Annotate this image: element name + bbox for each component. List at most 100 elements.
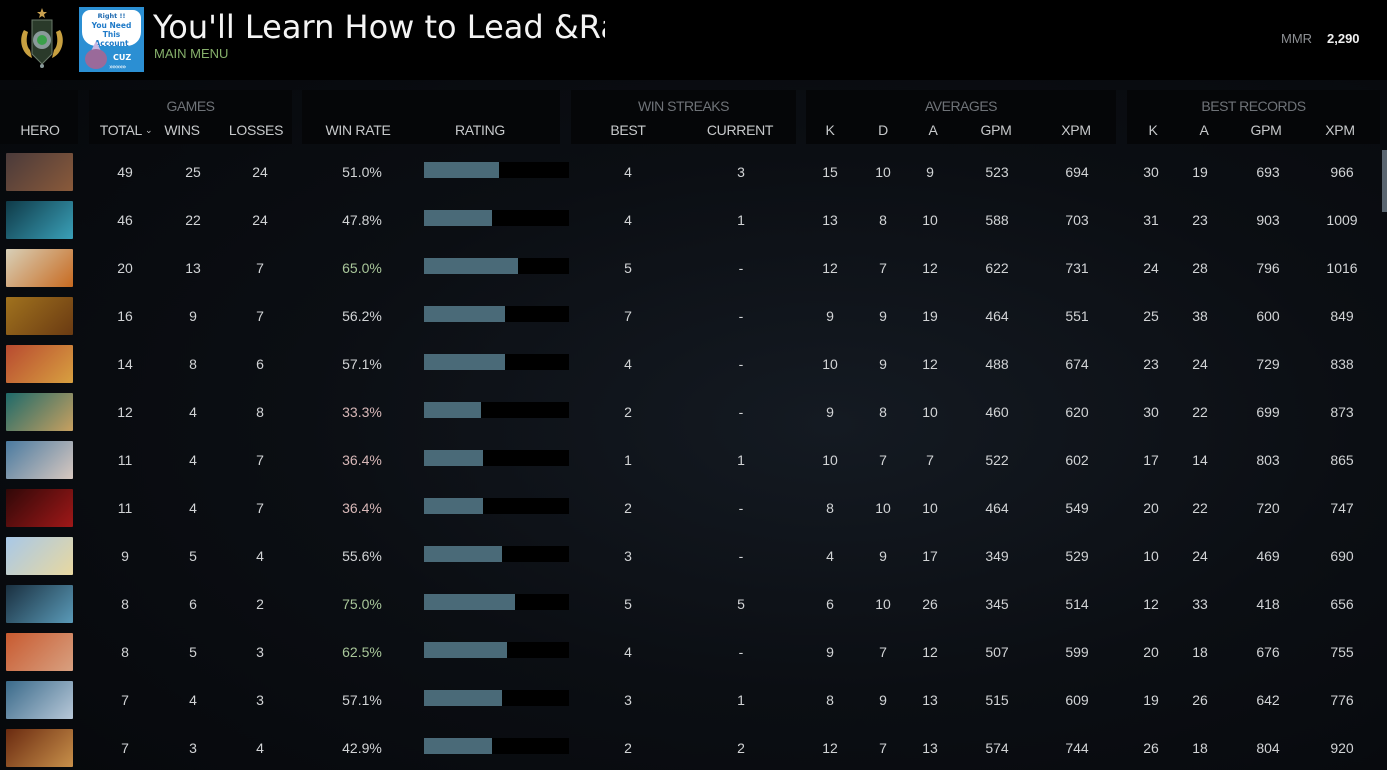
table-row[interactable]: 8 5 3 62.5% 4 - 9 7 12 507 599 20 18 676 755 — [0, 628, 1380, 676]
rating-bar-fill — [424, 498, 484, 514]
cell-best-xpm: 656 — [1330, 596, 1354, 612]
hero-portrait-bristleback[interactable] — [6, 729, 73, 767]
hero-portrait-keeper-of-the-light[interactable] — [6, 249, 73, 287]
cell-wins: 13 — [185, 260, 201, 276]
col-header-avg-a[interactable]: A — [928, 122, 938, 138]
cell-best-xpm: 838 — [1330, 356, 1354, 372]
table-row[interactable]: 11 4 7 36.4% 2 - 8 10 10 464 549 20 22 720 747 — [0, 484, 1380, 532]
cell-avg-k: 10 — [822, 356, 838, 372]
rating-bar-fill — [424, 162, 500, 178]
hero-portrait-legion-commander[interactable] — [6, 345, 73, 383]
cell-avg-a: 13 — [922, 692, 938, 708]
table-row[interactable]: 20 13 7 65.0% 5 - 12 7 12 622 731 24 28 796 1016 — [0, 244, 1380, 292]
cell-streak-current: - — [738, 404, 744, 420]
table-row[interactable]: 16 9 7 56.2% 7 - 9 9 19 464 551 25 38 600 849 — [0, 292, 1380, 340]
cell-avg-d: 9 — [879, 692, 887, 708]
col-header-hero[interactable]: HERO — [20, 122, 60, 138]
cell-avg-gpm: 574 — [985, 740, 1009, 756]
cell-best-a: 14 — [1192, 452, 1208, 468]
cell-losses: 7 — [256, 452, 264, 468]
rating-bar — [424, 258, 569, 274]
table-row[interactable]: 8 6 2 75.0% 5 5 6 10 26 345 514 12 33 418 656 — [0, 580, 1380, 628]
cell-streak-current: - — [738, 548, 744, 564]
col-header-streak-current[interactable]: CURRENT — [706, 122, 774, 138]
cell-avg-a: 12 — [922, 356, 938, 372]
col-header-streak-best[interactable]: BEST — [610, 122, 646, 138]
col-header-best-gpm[interactable]: GPM — [1250, 122, 1282, 138]
cell-streak-best: 4 — [624, 212, 632, 228]
scrollbar-thumb[interactable] — [1382, 150, 1387, 212]
table-row[interactable]: 9 5 4 55.6% 3 - 4 9 17 349 529 10 24 469 690 — [0, 532, 1380, 580]
rating-bar — [424, 210, 569, 226]
scrollbar-track[interactable] — [1380, 148, 1387, 770]
hero-portrait-sniper[interactable] — [6, 441, 73, 479]
cell-streak-best: 3 — [624, 548, 632, 564]
cell-streak-current: - — [738, 644, 744, 660]
col-header-wins[interactable]: WINS — [164, 122, 200, 138]
table-row[interactable]: 7 4 3 57.1% 3 1 8 9 13 515 609 19 26 642 776 — [0, 676, 1380, 724]
hero-portrait-ursa[interactable] — [6, 153, 73, 191]
mmr-label: MMR — [1281, 31, 1313, 46]
cell-streak-current: 1 — [737, 692, 745, 708]
avatar-arrows: »»»»» — [109, 63, 126, 71]
cell-best-gpm: 803 — [1256, 452, 1280, 468]
cell-avg-gpm: 622 — [985, 260, 1009, 276]
col-header-avg-xpm[interactable]: XPM — [1061, 122, 1091, 138]
cell-best-k: 19 — [1143, 692, 1159, 708]
col-header-avg-gpm[interactable]: GPM — [980, 122, 1012, 138]
cell-avg-xpm: 731 — [1065, 260, 1089, 276]
col-header-best-k[interactable]: K — [1148, 122, 1158, 138]
cell-streak-current: 2 — [737, 740, 745, 756]
cell-total: 14 — [117, 356, 133, 372]
col-header-avg-d[interactable]: D — [878, 122, 888, 138]
rating-bar-fill — [424, 450, 484, 466]
mmr-value: 2,290 — [1327, 31, 1360, 46]
cell-total: 12 — [117, 404, 133, 420]
col-header-avg-k[interactable]: K — [825, 122, 835, 138]
cell-streak-current: 5 — [737, 596, 745, 612]
table-row[interactable]: 14 8 6 57.1% 4 - 10 9 12 488 674 23 24 729 838 — [0, 340, 1380, 388]
table-row[interactable]: 49 25 24 51.0% 4 3 15 10 9 523 694 30 19 693 966 — [0, 148, 1380, 196]
main-menu-link[interactable]: MAIN MENU — [154, 46, 229, 61]
hero-portrait-crystal-maiden[interactable] — [6, 537, 73, 575]
cell-streak-current: - — [738, 500, 744, 516]
cell-best-a: 18 — [1192, 644, 1208, 660]
hero-portrait-shadow-fiend[interactable] — [6, 489, 73, 527]
cell-avg-k: 15 — [822, 164, 838, 180]
hero-portrait-juggernaut[interactable] — [6, 297, 73, 335]
rating-bar-fill — [424, 642, 507, 658]
cell-best-a: 18 — [1192, 740, 1208, 756]
col-header-total[interactable]: TOTAL ⌄ — [93, 122, 159, 138]
table-row[interactable]: 12 4 8 33.3% 2 - 9 8 10 460 620 30 22 699 873 — [0, 388, 1380, 436]
cell-win-rate: 57.1% — [342, 356, 382, 372]
table-row[interactable]: 7 3 4 42.9% 2 2 12 7 13 574 744 26 18 804 920 — [0, 724, 1380, 770]
rating-bar-fill — [424, 354, 506, 370]
table-row[interactable]: 11 4 7 36.4% 1 1 10 7 7 522 602 17 14 803 865 — [0, 436, 1380, 484]
cell-best-xpm: 966 — [1330, 164, 1354, 180]
cell-avg-k: 9 — [826, 644, 834, 660]
hero-portrait-phantom-assassin[interactable] — [6, 201, 73, 239]
cell-total: 7 — [121, 692, 129, 708]
hero-portrait-axe[interactable] — [6, 633, 73, 671]
header-box-hero — [0, 90, 78, 144]
table-row[interactable]: 46 22 24 47.8% 4 1 13 8 10 588 703 31 23 903 1009 — [0, 196, 1380, 244]
cell-avg-gpm: 515 — [985, 692, 1009, 708]
hero-portrait-slark[interactable] — [6, 393, 73, 431]
rating-bar-fill — [424, 258, 519, 274]
col-header-win-rate[interactable]: WIN RATE — [325, 122, 391, 138]
profile-avatar[interactable]: Right !! You Need This Account CUZ »»»»» — [79, 7, 144, 72]
col-header-rating[interactable]: RATING — [454, 122, 506, 138]
group-header-win-streaks: WIN STREAKS — [638, 98, 729, 114]
cell-avg-xpm: 694 — [1065, 164, 1089, 180]
cell-best-k: 20 — [1143, 500, 1159, 516]
header-box-rating — [302, 90, 560, 144]
hero-portrait-spirit-breaker[interactable] — [6, 585, 73, 623]
col-header-best-a[interactable]: A — [1199, 122, 1209, 138]
hero-portrait-gyrocopter[interactable] — [6, 681, 73, 719]
col-header-losses[interactable]: LOSSES — [228, 122, 284, 138]
cell-avg-d: 10 — [875, 596, 891, 612]
cell-avg-d: 9 — [879, 356, 887, 372]
cell-total: 7 — [121, 740, 129, 756]
col-header-best-xpm[interactable]: XPM — [1325, 122, 1355, 138]
cell-avg-gpm: 523 — [985, 164, 1009, 180]
